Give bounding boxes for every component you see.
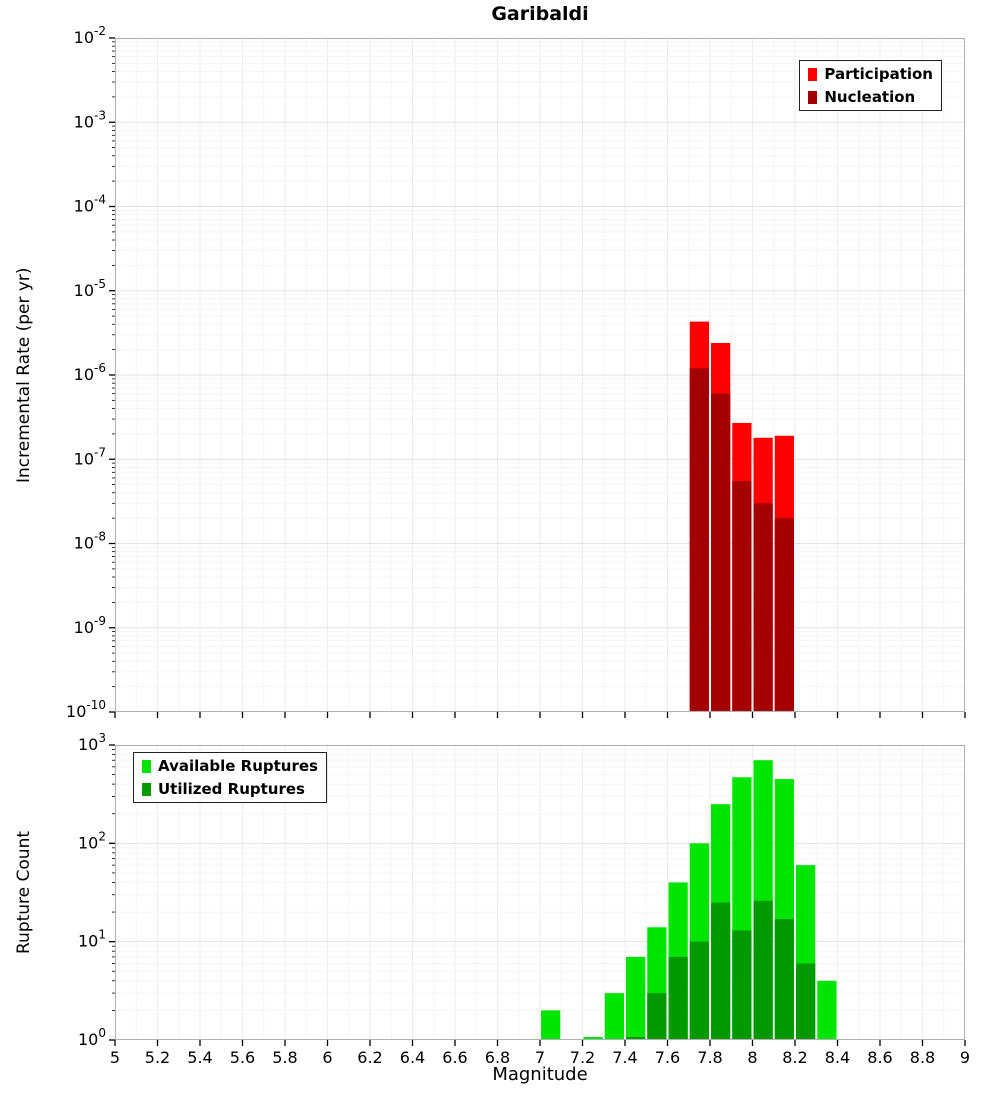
participation-swatch <box>808 67 818 81</box>
svg-text:100: 100 <box>78 1026 106 1049</box>
svg-text:10-4: 10-4 <box>74 193 106 216</box>
svg-text:10-7: 10-7 <box>74 445 106 468</box>
svg-text:7.8: 7.8 <box>697 1048 722 1067</box>
legend-item-utilized-ruptures: Utilized Ruptures <box>142 780 318 798</box>
svg-text:102: 102 <box>78 829 106 852</box>
legend-count: Available Ruptures Utilized Ruptures <box>133 752 327 803</box>
svg-text:6.8: 6.8 <box>485 1048 510 1067</box>
svg-text:5.2: 5.2 <box>145 1048 170 1067</box>
svg-text:6: 6 <box>322 1048 332 1067</box>
svg-text:10-8: 10-8 <box>74 530 106 553</box>
svg-text:10-6: 10-6 <box>74 361 106 384</box>
x-axis-label: Magnitude <box>492 1064 588 1085</box>
svg-text:101: 101 <box>78 928 106 951</box>
svg-text:6.6: 6.6 <box>442 1048 467 1067</box>
svg-text:7.2: 7.2 <box>570 1048 595 1067</box>
svg-text:8.2: 8.2 <box>782 1048 807 1067</box>
rate-plot: 10-10 10-9 10-8 10-7 10-6 10-5 10-4 10-3 10-2 <box>66 24 966 721</box>
chart-title: Garibaldi <box>491 3 589 25</box>
svg-text:10-5: 10-5 <box>74 277 106 300</box>
svg-text:10-3: 10-3 <box>74 108 106 131</box>
svg-text:5: 5 <box>110 1048 120 1067</box>
legend-item-nucleation: Nucleation <box>808 88 933 106</box>
svg-text:8: 8 <box>747 1048 757 1067</box>
svg-text:8.4: 8.4 <box>825 1048 850 1067</box>
legend-item-participation: Participation <box>808 65 933 83</box>
utilized-ruptures-swatch <box>142 782 151 796</box>
y-axis-label-rate: Incremental Rate (per yr) <box>14 267 34 483</box>
available-ruptures-swatch <box>142 759 151 773</box>
legend-label-utilized-ruptures: Utilized Ruptures <box>158 780 305 798</box>
y-axis-label-count: Rupture Count <box>14 830 34 955</box>
legend-label-available-ruptures: Available Ruptures <box>158 757 318 775</box>
svg-text:8.6: 8.6 <box>867 1048 892 1067</box>
svg-text:103: 103 <box>78 731 106 754</box>
svg-text:5.8: 5.8 <box>272 1048 297 1067</box>
svg-text:7.4: 7.4 <box>612 1048 637 1067</box>
legend-label-nucleation: Nucleation <box>824 88 916 106</box>
svg-text:10-10: 10-10 <box>66 698 106 721</box>
legend-rate: Participation Nucleation <box>799 60 942 111</box>
svg-text:5.4: 5.4 <box>187 1048 212 1067</box>
svg-text:10-9: 10-9 <box>74 614 106 637</box>
nucleation-swatch <box>808 90 818 104</box>
svg-text:6.4: 6.4 <box>400 1048 425 1067</box>
svg-text:6.2: 6.2 <box>357 1048 382 1067</box>
svg-text:5.6: 5.6 <box>230 1048 255 1067</box>
svg-text:8.8: 8.8 <box>910 1048 935 1067</box>
svg-text:7: 7 <box>535 1048 545 1067</box>
svg-text:9: 9 <box>960 1048 970 1067</box>
svg-text:7.6: 7.6 <box>655 1048 680 1067</box>
legend-item-available-ruptures: Available Ruptures <box>142 757 318 775</box>
legend-label-participation: Participation <box>824 65 933 83</box>
svg-text:10-2: 10-2 <box>74 24 106 47</box>
